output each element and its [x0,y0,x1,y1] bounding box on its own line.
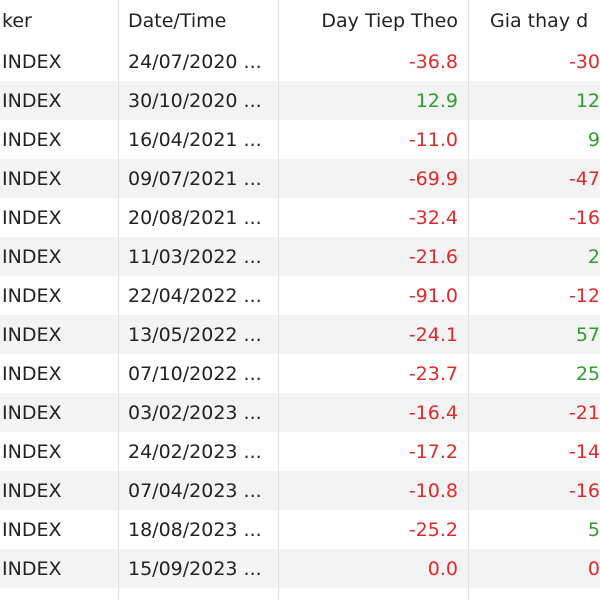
table-cell: 2 [468,237,600,276]
table-cell: -30 [468,42,600,81]
table-cell: INDEX [2,50,62,73]
table-row[interactable]: INDEX 07/10/2022 ... -23.7 25 [0,354,600,393]
table-cell: 15/09/2023 ... [118,549,278,588]
table-row[interactable]: INDEX 18/08/2023 ... -25.2 5 [0,510,600,549]
column-header[interactable]: Gia thay d [468,0,600,42]
table-cell: -10.8 [278,471,468,510]
table-cell: 12.9 [278,81,468,120]
table-cell: 11/03/2022 ... [118,237,278,276]
table-cell: 0.0 [278,549,468,588]
table-cell: 07/10/2022 ... [118,354,278,393]
table-row[interactable]: INDEX 03/02/2023 ... -16.4 -21 [0,393,600,432]
empty-cell [468,588,600,600]
table-cell: -47 [468,159,600,198]
table-cell: -16 [468,471,600,510]
column-header[interactable]: ker [2,10,32,32]
table-row[interactable]: INDEX 07/04/2023 ... -10.8 -16 [0,471,600,510]
table-cell: INDEX [2,206,62,229]
table-row[interactable]: INDEX 13/05/2022 ... -24.1 57 [0,315,600,354]
table-cell: 18/08/2023 ... [118,510,278,549]
table-cell: 09/07/2021 ... [118,159,278,198]
table-cell: -91.0 [278,276,468,315]
table-cell: 16/04/2021 ... [118,120,278,159]
table-row[interactable]: INDEX 24/02/2023 ... -17.2 -14 [0,432,600,471]
table-cell: -11.0 [278,120,468,159]
table-cell: -24.1 [278,315,468,354]
table-cell: INDEX [2,557,62,580]
table-cell: -16.4 [278,393,468,432]
table-row[interactable]: INDEX 16/04/2021 ... -11.0 9 [0,120,600,159]
table-cell: -21 [468,393,600,432]
table-row[interactable]: INDEX 15/09/2023 ... 0.0 0 [0,549,600,588]
table-cell: 03/02/2023 ... [118,393,278,432]
table-cell: -16 [468,198,600,237]
table-row[interactable]: INDEX 11/03/2022 ... -21.6 2 [0,237,600,276]
table-cell: INDEX [2,440,62,463]
table-cell: 25 [468,354,600,393]
table-cell: -23.7 [278,354,468,393]
table-cell: -36.8 [278,42,468,81]
table-cell: INDEX [2,323,62,346]
table-cell: 07/04/2023 ... [118,471,278,510]
table-cell: 13/05/2022 ... [118,315,278,354]
table-cell: -25.2 [278,510,468,549]
table-cell: -21.6 [278,237,468,276]
empty-cell [278,588,468,600]
table-cell: 9 [468,120,600,159]
table-cell: INDEX [2,518,62,541]
table-cell: 12 [468,81,600,120]
table-cell: INDEX [2,284,62,307]
table-cell: INDEX [2,362,62,385]
table-cell: 5 [468,510,600,549]
table-row[interactable]: INDEX 30/10/2020 ... 12.9 12 [0,81,600,120]
table-cell: INDEX [2,401,62,424]
table-cell: 24/07/2020 ... [118,42,278,81]
table-row[interactable]: INDEX 24/07/2020 ... -36.8 -30 [0,42,600,81]
table-cell: -12 [468,276,600,315]
column-header[interactable]: Day Tiep Theo [278,0,468,42]
table-cell: -69.9 [278,159,468,198]
empty-cell [118,588,278,600]
table-cell: -17.2 [278,432,468,471]
table-cell: 24/02/2023 ... [118,432,278,471]
table-cell: -32.4 [278,198,468,237]
table-row[interactable]: INDEX 20/08/2021 ... -32.4 -16 [0,198,600,237]
header-row: ker Date/Time Day Tiep Theo Gia thay d [0,0,600,42]
table-cell: INDEX [2,245,62,268]
table-cell: 57 [468,315,600,354]
table-cell: 22/04/2022 ... [118,276,278,315]
table-cell: INDEX [2,128,62,151]
table-cell: INDEX [2,167,62,190]
empty-row [0,588,600,600]
table-cell: INDEX [2,89,62,112]
table-cell: 0 [468,549,600,588]
table-row[interactable]: INDEX 09/07/2021 ... -69.9 -47 [0,159,600,198]
table-cell: -14 [468,432,600,471]
empty-cell [0,588,118,600]
column-header[interactable]: Date/Time [118,0,278,42]
table-cell: 30/10/2020 ... [118,81,278,120]
table-cell: 20/08/2021 ... [118,198,278,237]
table-cell: INDEX [2,479,62,502]
table-row[interactable]: INDEX 22/04/2022 ... -91.0 -12 [0,276,600,315]
